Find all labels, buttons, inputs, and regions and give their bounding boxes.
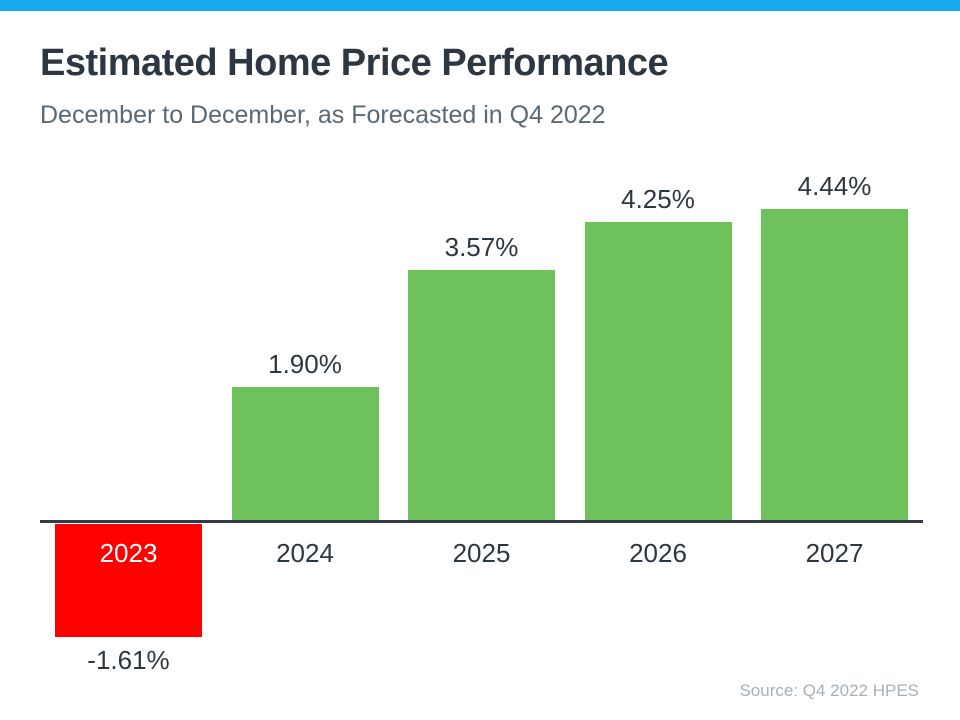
value-label-2024: 1.90% bbox=[268, 349, 342, 379]
value-label-2025: 3.57% bbox=[444, 232, 519, 262]
source-note: Source: Q4 2022 HPES bbox=[739, 681, 919, 700]
x-tick-2027: 2027 bbox=[805, 538, 864, 568]
bar-2027 bbox=[761, 209, 908, 520]
x-tick-2025: 2025 bbox=[452, 538, 511, 568]
bar-2025 bbox=[408, 270, 555, 520]
chart-title: Estimated Home Price Performance bbox=[40, 42, 669, 84]
x-tick-2023: 2023 bbox=[99, 538, 158, 568]
value-label-2027: 4.44% bbox=[797, 171, 872, 201]
bar-2026 bbox=[584, 222, 732, 520]
value-label-2026: 4.25% bbox=[621, 184, 695, 214]
x-tick-2024: 2024 bbox=[276, 538, 334, 568]
value-label-2023: -1.61% bbox=[87, 645, 170, 675]
x-tick-2026: 2026 bbox=[629, 538, 687, 568]
x-axis-line bbox=[40, 520, 923, 523]
bar-2023 bbox=[55, 524, 202, 637]
bar-2024 bbox=[231, 387, 379, 520]
accent-top-bar bbox=[0, 0, 960, 11]
chart-subtitle: December to December, as Forecasted in Q… bbox=[40, 101, 606, 129]
